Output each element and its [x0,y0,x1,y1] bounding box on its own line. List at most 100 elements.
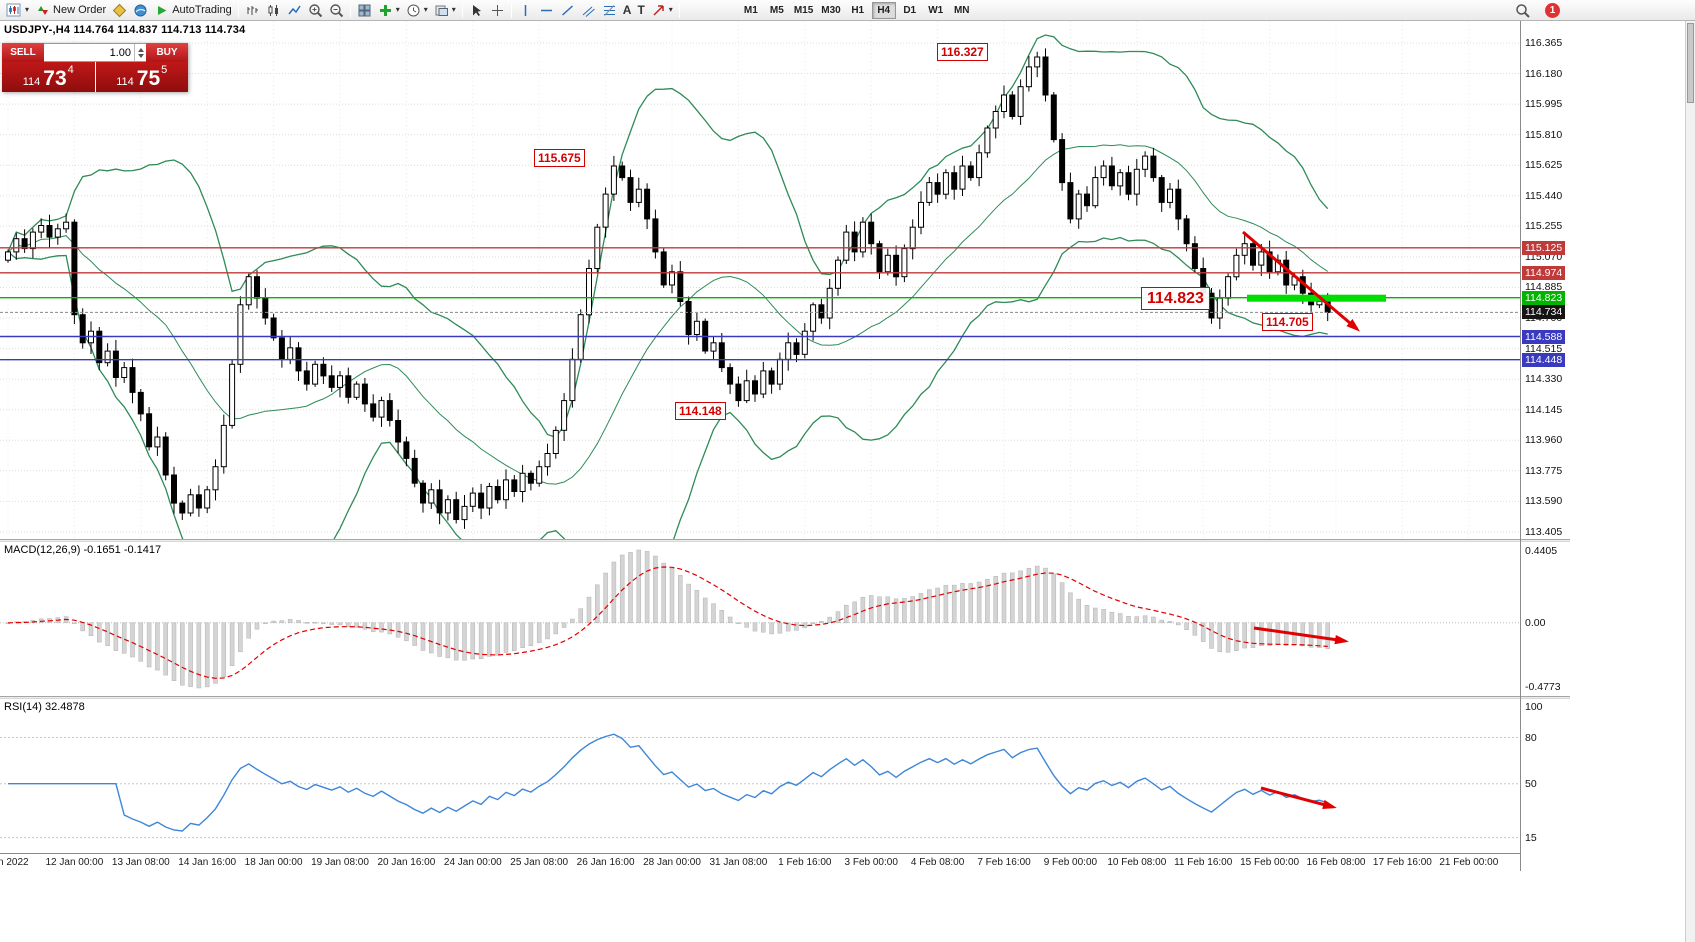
panel-splitter[interactable] [0,696,1570,699]
spin-up-icon[interactable] [137,47,144,52]
macd-panel[interactable]: MACD(12,26,9) -0.1651 -0.1417 [0,542,1520,696]
tile-windows-icon [358,4,371,16]
zoom-out-button[interactable] [326,1,347,20]
time-axis-label: Jan 2022 [0,857,29,868]
price-axis-label: 114.885 [1525,281,1563,294]
time-axis-label: 1 Feb 16:00 [778,857,832,868]
price-chart-panel[interactable]: USDJPY-,H4 114.764 114.837 114.713 114.7… [0,21,1520,636]
macd-canvas[interactable] [0,542,1520,696]
buy-price-display[interactable]: 114 75 5 [95,62,188,92]
rsi-canvas[interactable] [0,699,1520,853]
timeframe-h1-button[interactable]: H1 [851,4,865,16]
bar-chart-button[interactable] [242,1,263,20]
new-order-button[interactable]: New Order [32,1,109,20]
crosshair-button[interactable] [487,1,508,20]
time-axis-label: 20 Jan 16:00 [377,857,436,868]
time-axis[interactable]: Jan 2022 12 Jan 00:00 13 Jan 08:00 14 Jan 1… [0,853,1570,871]
label-tool-button[interactable]: T [634,1,647,20]
candlestick-chart-button[interactable] [263,1,284,20]
bar-chart-icon [247,5,258,15]
line-chart-button[interactable] [284,1,305,20]
timeframe-m1-button[interactable]: M1 [743,4,758,16]
market-watch-button[interactable] [130,1,151,20]
spin-down-icon[interactable] [137,53,144,58]
new-chart-button[interactable]: ▾ [3,1,32,20]
fibonacci-tool-button[interactable] [599,1,620,20]
search-button[interactable] [1512,1,1533,20]
price-callout: 114.148 [675,402,726,420]
templates-button[interactable]: ▾ [431,1,459,20]
tile-windows-button[interactable] [354,1,375,20]
price-badge: 114.588 [1522,329,1566,344]
timeframe-h4-button[interactable]: H4 [871,1,896,19]
volume-stepper[interactable] [134,44,146,61]
dropdown-caret: ▾ [25,5,30,14]
market-watch-icon [134,4,147,16]
new-order-icon [38,5,49,15]
timeframe-m5-button[interactable]: M5 [769,4,784,16]
scrollbar-thumb[interactable] [1687,23,1694,103]
periods-button[interactable]: ▾ [403,1,431,20]
price-axis-label: 115.625 [1525,159,1563,172]
time-axis-label: 21 Feb 00:00 [1439,857,1499,868]
autotrading-button[interactable]: AutoTrading [151,1,235,20]
text-tool-button[interactable]: A [620,1,635,20]
chart-window: USDJPY-,H4 114.764 114.837 114.713 114.7… [0,21,1695,942]
rsi-panel[interactable]: RSI(14) 32.4878 [0,699,1520,853]
templates-icon [435,5,448,16]
price-axis-label: 115.810 [1525,128,1563,141]
time-axis-label: 14 Jan 16:00 [178,857,237,868]
timeframe-d1-button[interactable]: D1 [903,4,917,16]
candlestick-chart-icon [268,4,278,16]
macd-axis-label: -0.4773 [1525,681,1561,693]
dropdown-caret: ▾ [395,5,400,14]
volume-value[interactable]: 1.00 [109,46,131,59]
fibonacci-icon [603,4,615,16]
search-icon [1516,3,1530,18]
trendline-tool-button[interactable] [557,1,578,20]
sell-button[interactable]: SELL [2,43,44,62]
one-click-trade-panel: SELL 1.00 BUY 114 73 4 [2,43,188,92]
price-chart-canvas[interactable] [0,21,1520,636]
time-axis-label: 12 Jan 00:00 [45,857,104,868]
time-axis-label: 18 Jan 00:00 [244,857,303,868]
timeframe-mn-button[interactable]: MN [953,4,970,16]
toolbar-right-group: 1 [1512,1,1560,20]
vertical-line-tool-button[interactable] [515,1,536,20]
volume-field[interactable]: 1.00 [44,43,146,62]
timeframe-m15-button[interactable]: M15 [793,4,814,16]
time-axis-label: 11 Feb 16:00 [1174,857,1233,868]
notification-badge[interactable]: 1 [1545,2,1560,18]
buy-button[interactable]: BUY [146,43,188,62]
timeframe-m30-button[interactable]: M30 [821,4,841,16]
indicators-button[interactable]: ▾ [375,1,403,20]
dropdown-caret: ▾ [423,5,428,14]
sell-price-display[interactable]: 114 73 4 [2,62,95,92]
vertical-scrollbar[interactable] [1685,21,1695,942]
time-axis-label: 13 Jan 08:00 [111,857,170,868]
metaeditor-button[interactable] [109,1,130,20]
dropdown-caret: ▾ [451,5,456,14]
zoom-in-icon [309,3,322,17]
horizontal-line-tool-button[interactable] [536,1,557,20]
price-axis-separator [1520,21,1521,871]
panel-splitter[interactable] [0,539,1570,542]
price-badge: 115.125 [1522,240,1566,255]
price-badge: 114.974 [1522,265,1566,280]
channel-tool-button[interactable] [578,1,599,20]
vertical-line-icon [524,4,527,16]
time-axis-label: 3 Feb 00:00 [844,857,898,868]
cursor-button[interactable] [466,1,487,20]
buy-price-point: 5 [161,64,168,76]
price-axis[interactable]: 116.365 116.180 115.995 115.810 115.625 115.4… [1521,21,1570,871]
zoom-in-button[interactable] [305,1,326,20]
timeframe-w1-button[interactable]: W1 [928,4,944,16]
macd-axis-label: 0.4405 [1525,545,1558,557]
price-callout: 114.705 [1262,313,1313,331]
arrows-tool-button[interactable]: ▾ [648,1,676,20]
timeframe-toolbar: M1 M5 M15 M30 H1 H4 D1 W1 MN [738,1,975,19]
price-badge: 114.734 [1522,305,1566,320]
price-axis-label: 116.180 [1525,67,1563,80]
toolbar-separator [510,2,512,18]
toolbar-separator [237,2,239,18]
